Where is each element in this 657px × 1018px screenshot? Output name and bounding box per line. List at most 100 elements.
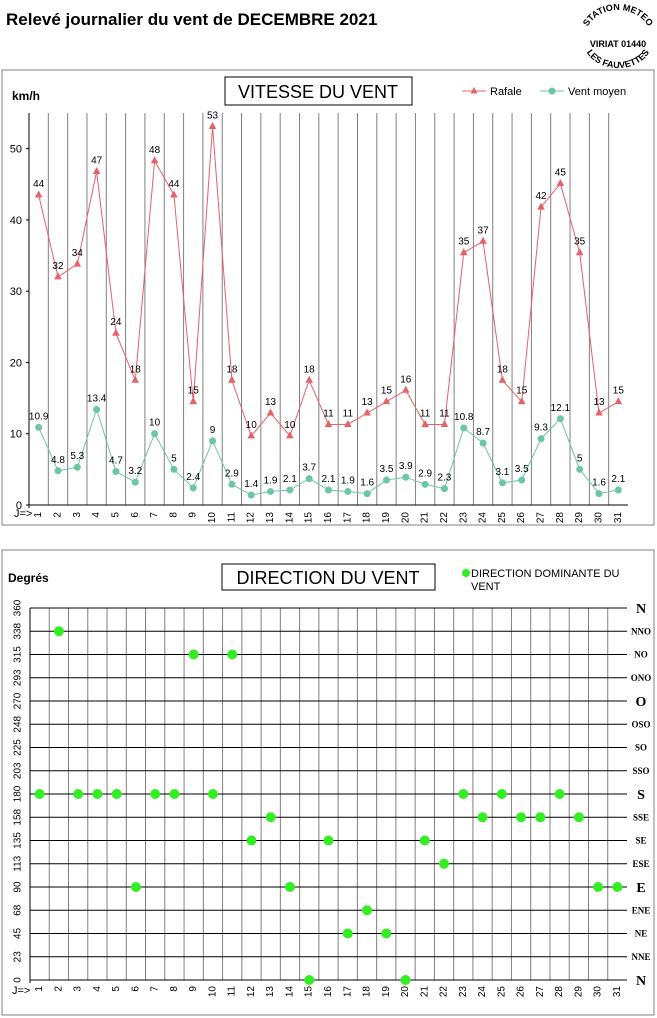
speed-y-tick-label: 50 (10, 144, 22, 156)
series-moyen-point (460, 424, 468, 432)
direction-point (554, 789, 565, 799)
direction-chart: 0234568901131351581802032252482702933153… (1, 549, 655, 1016)
series-rafale-point (112, 328, 120, 336)
speed-x-tick-label: 31 (613, 512, 624, 524)
legend-moyen-label: Vent moyen (568, 86, 626, 98)
series-rafale-point (459, 248, 468, 256)
series-rafale-data-label: 15 (516, 386, 528, 397)
direction-y-tick-label: 113 (13, 855, 24, 871)
direction-cardinal-label: SSO (632, 766, 649, 776)
direction-point (227, 649, 238, 660)
series-moyen-point (54, 467, 62, 475)
series-moyen-data-label: 5 (171, 453, 177, 464)
speed-x-tick-label: 29 (574, 512, 585, 524)
series-rafale-point (208, 122, 217, 130)
series-moyen-point (209, 437, 217, 445)
series-moyen-point (556, 415, 564, 423)
series-moyen-data-label: 2.1 (611, 474, 625, 485)
direction-grid (30, 607, 627, 980)
direction-point (439, 858, 450, 869)
series-moyen-point (382, 476, 390, 484)
legend-rafale-marker (470, 87, 478, 94)
series-moyen-point (170, 465, 178, 473)
series-rafale-data-label: 11 (420, 408, 431, 419)
series-moyen-point (537, 435, 545, 443)
series-rafale-data-label: 18 (304, 364, 316, 375)
direction-x-tick-label: 5 (111, 986, 122, 992)
series-rafale-data-label: 11 (343, 408, 354, 419)
series-moyen-data-label: 5 (577, 453, 583, 464)
speed-x-tick-label: 10 (207, 512, 218, 524)
stamp-top-text: STATION METEO (581, 4, 655, 28)
series-moyen-data-label: 9 (210, 425, 216, 436)
speed-x-prefix: J=> (14, 508, 32, 520)
speed-x-tick-label: 3 (72, 512, 83, 518)
series-rafale-data-label: 35 (574, 237, 586, 248)
series-moyen-data-label: 1.9 (264, 475, 278, 486)
speed-x-tick-label: 7 (149, 512, 160, 518)
series-rafale-data-label: 45 (555, 168, 567, 179)
direction-x-tick-label: 17 (342, 986, 353, 998)
series-rafale-data-label: 15 (188, 386, 200, 397)
speed-x-tick-label: 18 (362, 512, 373, 524)
direction-y-tick-label: 180 (13, 785, 24, 802)
series-rafale-point (228, 375, 236, 383)
series-rafale-point (537, 202, 545, 210)
series-rafale-point (498, 375, 507, 383)
speed-x-tick-label: 14 (284, 512, 295, 524)
legend-direction-line1: DIRECTION DOMINANTE DU (471, 568, 620, 580)
direction-point (188, 649, 199, 660)
direction-y-tick-label: 203 (13, 762, 24, 779)
speed-axes (28, 113, 628, 508)
speed-y-tick-label: 40 (10, 215, 22, 227)
speed-x-tick-label: 1 (33, 512, 44, 518)
series-rafale-point (614, 397, 623, 405)
series-rafale-data-label: 47 (91, 155, 103, 166)
direction-point (419, 835, 430, 846)
speed-x-tick-label: 15 (304, 512, 315, 524)
legend-direction-marker (462, 569, 470, 577)
series-rafale-point (34, 190, 43, 198)
series-moyen-data-label: 9.3 (534, 423, 548, 434)
speed-x-tick-label: 25 (497, 512, 508, 524)
series-moyen-data-label: 3.7 (302, 463, 316, 474)
direction-point (593, 882, 604, 892)
speed-title-box (224, 76, 413, 106)
speed-x-tick-label: 30 (594, 512, 605, 524)
direction-cardinal-label: ESE (632, 859, 649, 869)
speed-x-tick-label: 17 (342, 512, 353, 524)
speed-grid (47, 113, 610, 505)
station-stamp: STATION METEO VIRIAT 01440 LES FAUVETTES (581, 4, 655, 70)
series-moyen-point (518, 476, 526, 484)
series-rafale-point (421, 419, 429, 427)
series-rafale-point (73, 259, 82, 267)
direction-legend: DIRECTION DOMINANTE DU VENT (462, 568, 620, 593)
series-rafale-data-label: 10 (284, 420, 296, 431)
direction-cardinal-label: NO (634, 650, 648, 660)
direction-y-tick-label: 360 (13, 599, 24, 616)
direction-y-tick-label: 293 (13, 669, 24, 686)
series-rafale-data-label: 11 (323, 408, 334, 419)
direction-point (92, 789, 103, 799)
series-rafale-point (266, 408, 275, 416)
direction-point (362, 905, 373, 916)
series-rafale-point (247, 431, 256, 439)
direction-x-tick-label: 22 (439, 986, 450, 998)
direction-y-ticks: 0 23 45 68 90 113 135 158 180 203 225 248 270 293 315 3… (13, 599, 24, 983)
direction-point (535, 812, 546, 823)
direction-x-tick-label: 1 (34, 986, 45, 992)
series-moyen-point (305, 475, 313, 483)
series-moyen-data-label: 1.6 (592, 478, 606, 489)
direction-x-tick-label: 6 (130, 986, 141, 992)
speed-y-tick-label: 20 (10, 357, 22, 369)
series-rafale-data-label: 15 (381, 386, 393, 397)
speed-x-tick-label: 13 (265, 512, 276, 524)
direction-x-tick-label: 25 (496, 986, 507, 998)
series-moyen-point (151, 430, 159, 438)
direction-point (458, 789, 469, 799)
series-moyen-point (440, 485, 448, 493)
series-rafale-data-label: 13 (593, 397, 605, 408)
series-moyen-point (247, 491, 255, 499)
direction-x-tick-label: 7 (150, 986, 161, 992)
series-moyen-point (576, 465, 584, 473)
